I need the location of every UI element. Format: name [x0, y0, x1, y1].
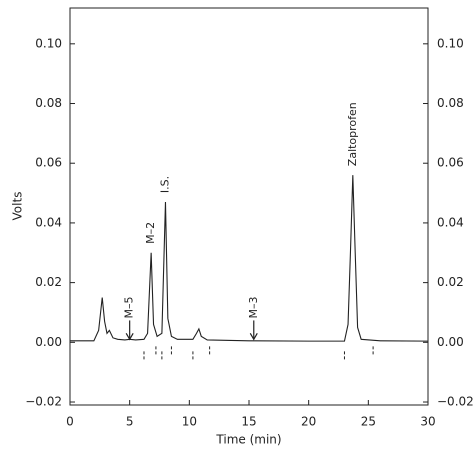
y2-tick-label: 0.10 [437, 36, 464, 50]
x-tick-label: 20 [301, 415, 316, 429]
y-tick-label: 0.02 [35, 275, 62, 289]
y2-tick-label: −0.02 [437, 395, 474, 409]
annotation: Zaltoprofen [346, 102, 359, 166]
x-tick-label: 15 [241, 415, 256, 429]
arrow-head [249, 333, 258, 341]
annotation: M–2 [144, 222, 157, 244]
annotation: M–3 [247, 296, 260, 318]
y-tick-label: 0.08 [35, 96, 62, 110]
y2-tick-label: 0.02 [437, 275, 464, 289]
x-tick-label: 25 [361, 415, 376, 429]
annotation: I.S. [158, 176, 171, 193]
x-tick-label: 10 [182, 415, 197, 429]
plot-frame [69, 7, 429, 406]
y2-tick-label: 0.06 [437, 156, 464, 170]
y2-tick-label: 0.04 [437, 215, 464, 229]
x-tick-label: 30 [420, 415, 435, 429]
y-tick-label: 0.10 [35, 36, 62, 50]
y-tick-label: 0.00 [35, 335, 62, 349]
y2-tick-label: 0.08 [437, 96, 464, 110]
x-tick-label: 5 [126, 415, 134, 429]
y-tick-label: 0.04 [35, 215, 62, 229]
x-axis-label: Time (min) [215, 433, 281, 447]
annotation: M–5 [123, 296, 136, 318]
y-tick-label: −0.02 [25, 395, 62, 409]
x-tick-label: 0 [66, 415, 74, 429]
y2-tick-label: 0.00 [437, 335, 464, 349]
arrow-head [125, 333, 134, 341]
y-axis-label: Volts [11, 192, 25, 221]
signal-line [70, 175, 429, 342]
y-tick-label: 0.06 [35, 156, 62, 170]
